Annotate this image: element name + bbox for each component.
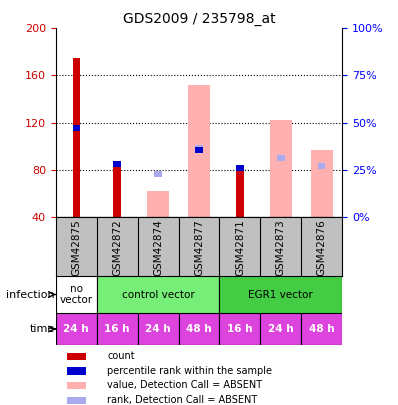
Text: infection: infection xyxy=(6,290,55,300)
Bar xyxy=(219,313,260,345)
Text: 24 h: 24 h xyxy=(268,324,294,334)
Bar xyxy=(56,313,97,345)
Bar xyxy=(72,126,80,131)
Text: GSM42871: GSM42871 xyxy=(235,220,245,276)
Text: 24 h: 24 h xyxy=(63,324,89,334)
Text: 16 h: 16 h xyxy=(227,324,253,334)
Bar xyxy=(179,313,219,345)
Bar xyxy=(67,352,86,360)
Bar xyxy=(113,161,121,166)
Bar xyxy=(195,145,203,151)
Bar xyxy=(236,171,244,217)
Text: value, Detection Call = ABSENT: value, Detection Call = ABSENT xyxy=(107,380,262,390)
Bar xyxy=(260,313,301,345)
Text: no
vector: no vector xyxy=(60,284,93,305)
Bar xyxy=(67,382,86,389)
Text: rank, Detection Call = ABSENT: rank, Detection Call = ABSENT xyxy=(107,395,258,405)
Text: 48 h: 48 h xyxy=(309,324,335,334)
Text: GSM42877: GSM42877 xyxy=(194,220,204,276)
Text: 48 h: 48 h xyxy=(186,324,212,334)
Bar xyxy=(219,276,342,313)
Text: 16 h: 16 h xyxy=(104,324,130,334)
Bar xyxy=(138,313,179,345)
Title: GDS2009 / 235798_at: GDS2009 / 235798_at xyxy=(123,12,275,26)
Bar xyxy=(147,191,169,217)
Bar xyxy=(277,155,285,161)
Bar xyxy=(195,147,203,153)
Text: GSM42874: GSM42874 xyxy=(153,220,163,276)
Bar xyxy=(97,276,219,313)
Bar xyxy=(56,276,97,313)
Bar xyxy=(188,85,210,217)
Bar xyxy=(113,162,121,217)
Text: percentile rank within the sample: percentile rank within the sample xyxy=(107,366,272,376)
Text: EGR1 vector: EGR1 vector xyxy=(248,290,313,300)
Text: 24 h: 24 h xyxy=(145,324,171,334)
Text: GSM42873: GSM42873 xyxy=(276,220,286,276)
Bar xyxy=(154,171,162,177)
Bar xyxy=(301,313,342,345)
Text: GSM42876: GSM42876 xyxy=(317,220,327,276)
Text: count: count xyxy=(107,351,135,361)
Text: GSM42875: GSM42875 xyxy=(71,220,81,276)
Bar xyxy=(236,166,244,171)
Bar xyxy=(310,149,333,217)
Text: GSM42872: GSM42872 xyxy=(112,220,122,276)
Bar xyxy=(269,120,292,217)
Bar xyxy=(97,313,138,345)
Bar xyxy=(67,396,86,404)
Bar xyxy=(67,367,86,375)
Text: time: time xyxy=(30,324,55,334)
Bar xyxy=(72,58,80,217)
Bar xyxy=(318,163,326,169)
Text: control vector: control vector xyxy=(122,290,195,300)
